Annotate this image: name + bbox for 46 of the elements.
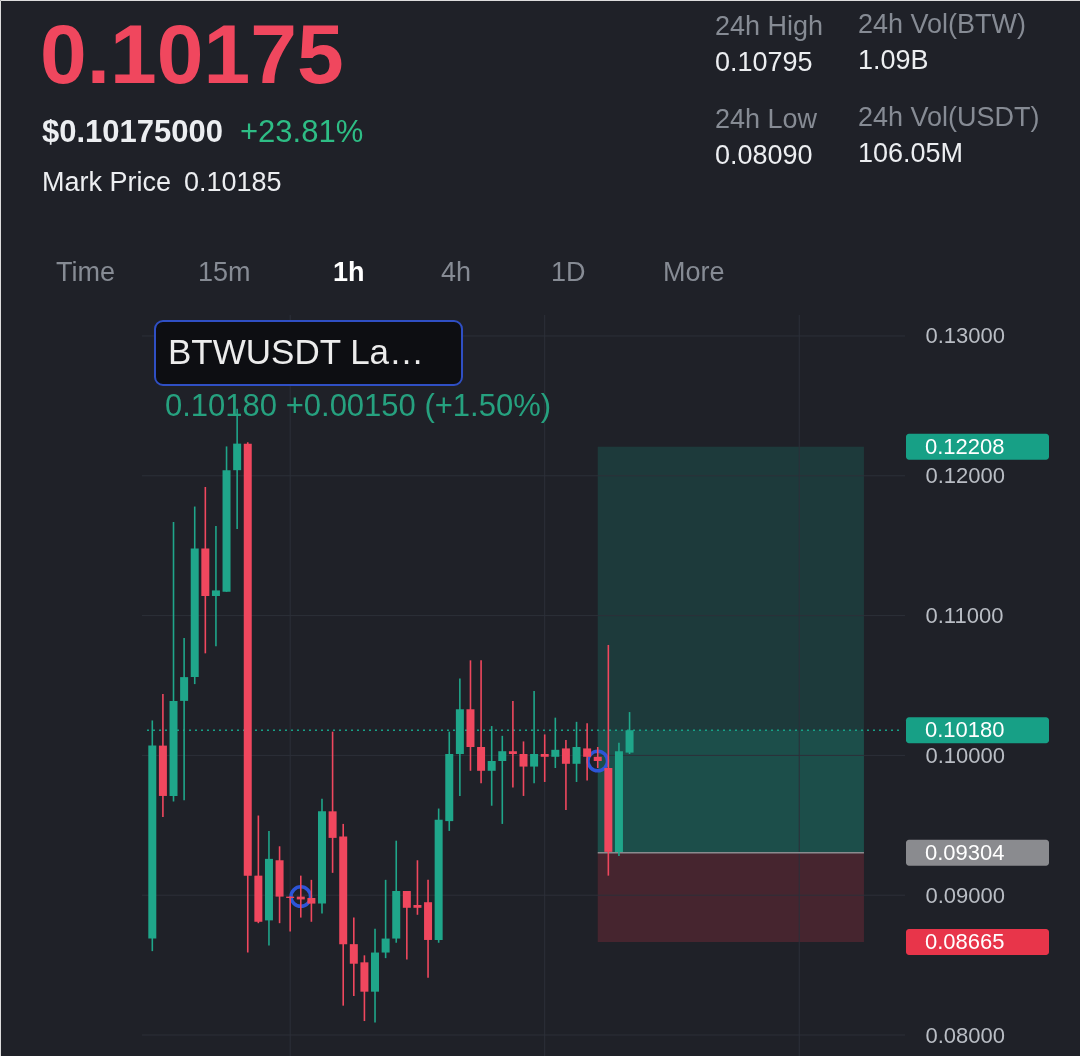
y-tick-label: 0.13000 [925,323,1006,349]
candlestick [540,733,549,783]
candlestick [583,722,592,782]
candlestick [402,890,411,961]
candlestick [180,637,189,801]
candlestick [381,879,390,959]
text: 1.09B [858,45,929,75]
text: $0.10175000 [42,114,224,149]
annotation: 0.10180 +0.00150 (+1.50%) [165,388,552,423]
text: 24h Low [715,104,818,134]
annotation: BTWUSDT La… [168,332,425,371]
text: 0.10175 [40,7,344,101]
text: 24h High [715,11,824,41]
text: 15m [198,257,251,287]
y-tick-label: 0.12000 [925,463,1006,489]
text: 24h Vol(BTW) [858,9,1027,39]
candlestick [349,916,358,997]
candlestick [593,746,602,769]
text: 1h [333,257,365,287]
text: Mark Price [42,167,172,197]
y-tick-label: 0.11000 [925,603,1004,629]
y-tick-label: 0.09000 [925,882,1006,908]
candlestick [211,525,220,648]
candlestick [508,700,517,789]
band-label: 0.12208 [925,433,1005,459]
candlestick [307,879,316,923]
candlestick [477,659,486,785]
text: 0.08090 [715,140,813,170]
ref-line-label: 0.10180 [925,717,1005,743]
text: 24h Vol(USDT) [858,102,1040,132]
candlestick [498,735,507,825]
text: More [663,257,725,287]
candlestick [561,739,570,811]
text: 4h [441,257,472,287]
y-tick-label: 0.08000 [925,1022,1006,1048]
y-tick-label: 0.10000 [925,742,1006,768]
band-label: 0.08665 [925,929,1005,955]
text: +23.81% [240,114,364,149]
text: 0.10185 [184,167,282,197]
text: 106.05M [858,138,964,168]
text: 1D [551,257,586,287]
ref-line-label: 0.09304 [925,839,1005,865]
candlestick [413,859,422,916]
text: 0.10795 [715,47,813,77]
candlestick [519,740,528,797]
text: Time [56,257,115,287]
